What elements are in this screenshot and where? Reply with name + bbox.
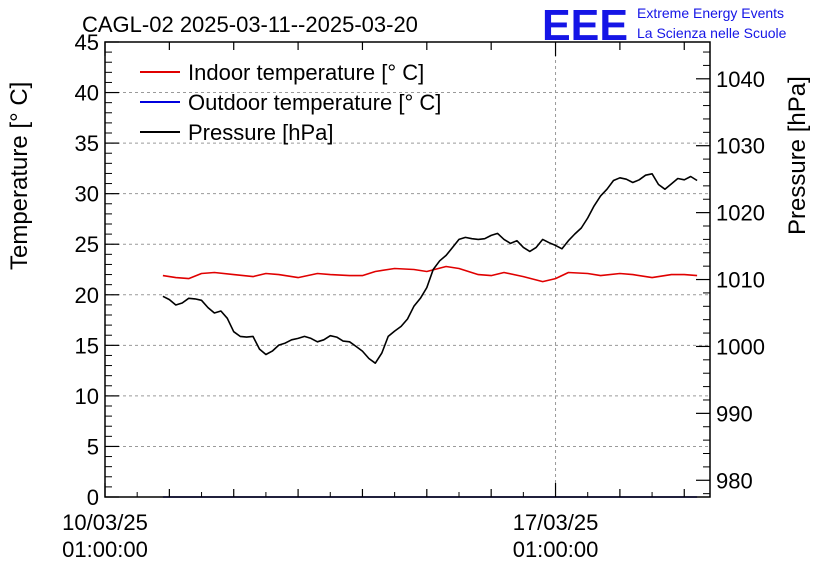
x-date-label: 10/03/25 bbox=[62, 510, 148, 535]
x-time-label: 01:00:00 bbox=[62, 537, 148, 562]
series-line-pressure-hpa bbox=[162, 173, 698, 365]
right-tick-label: 1000 bbox=[716, 334, 765, 359]
series-line-indoor-temperature-c bbox=[162, 265, 698, 283]
eee-logo-line1: Extreme Energy Events bbox=[637, 5, 784, 21]
left-tick-label: 30 bbox=[75, 182, 99, 207]
legend: Indoor temperature [° C] Outdoor temperat… bbox=[140, 60, 441, 145]
right-tick-label: 1010 bbox=[716, 268, 765, 293]
right-tick-label: 980 bbox=[716, 468, 753, 493]
eee-logo: EEE Extreme Energy Events La Scienza nel… bbox=[542, 1, 787, 50]
right-axis: 980 990 1000 1010 1020 1030 1040 bbox=[696, 51, 765, 495]
legend-label-outdoor-temperature-c: Outdoor temperature [° C] bbox=[188, 90, 441, 115]
right-tick-label: 1020 bbox=[716, 201, 765, 226]
x-time-label: 01:00:00 bbox=[513, 537, 599, 562]
left-tick-label: 40 bbox=[75, 81, 99, 106]
left-tick-label: 20 bbox=[75, 283, 99, 308]
left-tick-label: 25 bbox=[75, 232, 99, 257]
legend-label-indoor-temperature-c: Indoor temperature [° C] bbox=[188, 60, 424, 85]
grid bbox=[105, 42, 710, 497]
eee-logo-line2: La Scienza nelle Scuole bbox=[637, 25, 787, 41]
chart-title: CAGL-02 2025-03-11--2025-03-20 bbox=[82, 12, 418, 37]
left-axis-title: Temperature [° C] bbox=[6, 82, 33, 270]
left-tick-label: 45 bbox=[75, 30, 99, 55]
left-tick-label: 10 bbox=[75, 384, 99, 409]
right-tick-label: 990 bbox=[716, 401, 753, 426]
plot-frame bbox=[104, 41, 711, 498]
series-layer bbox=[162, 173, 698, 498]
left-tick-label: 35 bbox=[75, 131, 99, 156]
left-tick-label: 15 bbox=[75, 333, 99, 358]
legend-label-pressure-hpa: Pressure [hPa] bbox=[188, 120, 334, 145]
right-axis-title: Pressure [hPa] bbox=[784, 76, 811, 235]
x-date-label: 17/03/25 bbox=[513, 510, 599, 535]
left-tick-label: 0 bbox=[87, 485, 99, 510]
left-tick-label: 5 bbox=[87, 434, 99, 459]
right-tick-label: 1040 bbox=[716, 67, 765, 92]
left-axis: 0 5 10 15 20 25 30 35 40 45 bbox=[75, 30, 119, 510]
right-tick-label: 1030 bbox=[716, 134, 765, 159]
